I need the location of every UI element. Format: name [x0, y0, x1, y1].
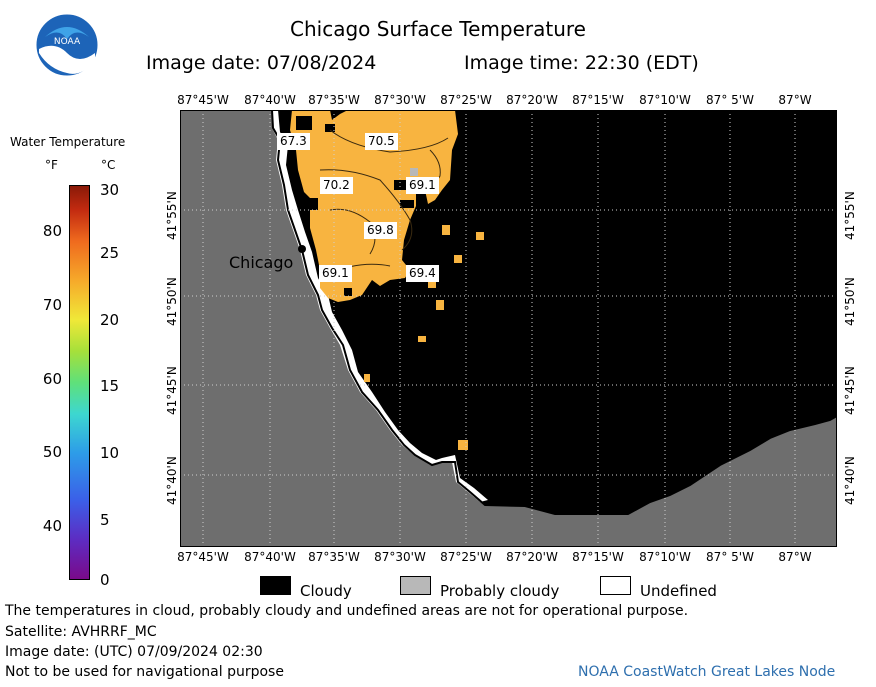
colorbar-tick-f: 80: [42, 222, 62, 240]
logo-text: NOAA: [54, 37, 81, 47]
longitude-label: 87°40'W: [244, 93, 296, 107]
footer-credit: NOAA CoastWatch Great Lakes Node: [578, 664, 836, 680]
colorbar-tick-f: 50: [42, 443, 62, 461]
temperature-label: 69.4: [406, 265, 439, 282]
longitude-label: 87°40'W: [244, 550, 296, 564]
latitude-label: 41°40'N: [165, 456, 179, 505]
longitude-label: 87°15'W: [572, 93, 624, 107]
colorbar-title: Water Temperature: [10, 135, 126, 149]
longitude-label: 87°25'W: [440, 550, 492, 564]
footer-navigation-note: Not to be used for navigational purpose: [5, 664, 284, 680]
probably-cloudy-pixel: [410, 168, 418, 176]
longitude-label: 87°25'W: [440, 93, 492, 107]
isotherm-contours: [319, 129, 449, 275]
footer-satellite: Satellite: AVHRRF_MC: [5, 624, 157, 640]
longitude-label: 87°30'W: [374, 550, 426, 564]
colorbar-tick-c: 10: [100, 444, 120, 462]
temperature-map: [180, 110, 837, 547]
latitude-label: 41°50'N: [165, 277, 179, 326]
temperature-label: 70.5: [365, 133, 398, 150]
latitude-label: 41°45'N: [843, 366, 857, 415]
colorbar-tick-c: 20: [100, 311, 120, 329]
longitude-label: 87°10'W: [639, 550, 691, 564]
coastline: [271, 110, 837, 515]
footer-utc-date: Image date: (UTC) 07/09/2024 02:30: [5, 644, 263, 660]
land-area: [180, 110, 837, 547]
colorbar-tick-c: 30: [100, 181, 120, 199]
legend-label-cloudy: Cloudy: [300, 582, 352, 600]
colorbar-unit-c: °C: [101, 158, 116, 172]
legend-swatch-undefined: [600, 576, 631, 595]
colorbar-unit-f: °F: [45, 158, 58, 172]
colorbar-tick-c: 5: [100, 511, 110, 529]
longitude-label: 87°45'W: [177, 550, 229, 564]
colorbar-tick-f: 70: [42, 296, 62, 314]
temperature-label: 70.2: [320, 177, 353, 194]
temperature-label: 69.8: [364, 222, 397, 239]
legend-label-undefined: Undefined: [640, 582, 717, 600]
longitude-label: 87°20'W: [506, 550, 558, 564]
temperature-label: 67.3: [277, 133, 310, 150]
longitude-label: 87° 5'W: [706, 550, 754, 564]
colorbar-tick-c: 15: [100, 377, 120, 395]
colorbar-tick-f: 60: [42, 370, 62, 388]
latitude-label: 41°45'N: [165, 366, 179, 415]
longitude-label: 87°W: [778, 93, 812, 107]
latitude-label: 41°40'N: [843, 456, 857, 505]
longitude-label: 87°45'W: [177, 93, 229, 107]
longitude-label: 87°20'W: [506, 93, 558, 107]
colorbar-tick-f: 40: [42, 517, 62, 535]
temperature-label: 69.1: [319, 265, 352, 282]
longitude-label: 87° 5'W: [706, 93, 754, 107]
latitude-label: 41°55'N: [843, 191, 857, 240]
colorbar-tick-c: 0: [100, 571, 110, 589]
longitude-label: 87°35'W: [308, 550, 360, 564]
legend-label-probably-cloudy: Probably cloudy: [440, 582, 560, 600]
cloud-patches: [296, 116, 440, 296]
image-time: Image time: 22:30 (EDT): [464, 52, 699, 74]
longitude-label: 87°15'W: [572, 550, 624, 564]
temperature-label: 69.1: [406, 177, 439, 194]
colorbar-gradient: [69, 185, 90, 580]
longitude-label: 87°35'W: [308, 93, 360, 107]
map-frame: [180, 110, 837, 547]
graticule: [180, 110, 837, 547]
legend-swatch-probably-cloudy: [400, 576, 431, 595]
longitude-label: 87°30'W: [374, 93, 426, 107]
latitude-label: 41°50'N: [843, 277, 857, 326]
city-label-chicago: Chicago: [229, 253, 294, 272]
longitude-label: 87°W: [778, 550, 812, 564]
water-temperature-area: [290, 110, 458, 302]
noaa-logo-icon: NOAA: [35, 13, 99, 77]
latitude-label: 41°55'N: [165, 191, 179, 240]
image-date: Image date: 07/08/2024: [146, 52, 377, 74]
longitude-label: 87°10'W: [639, 93, 691, 107]
chicago-city-marker: [298, 245, 306, 253]
scattered-water-pixels: [364, 225, 484, 450]
colorbar-tick-c: 25: [100, 244, 120, 262]
legend-swatch-cloudy: [260, 576, 291, 595]
page-title: Chicago Surface Temperature: [290, 17, 586, 41]
footer-disclaimer: The temperatures in cloud, probably clou…: [5, 603, 689, 619]
